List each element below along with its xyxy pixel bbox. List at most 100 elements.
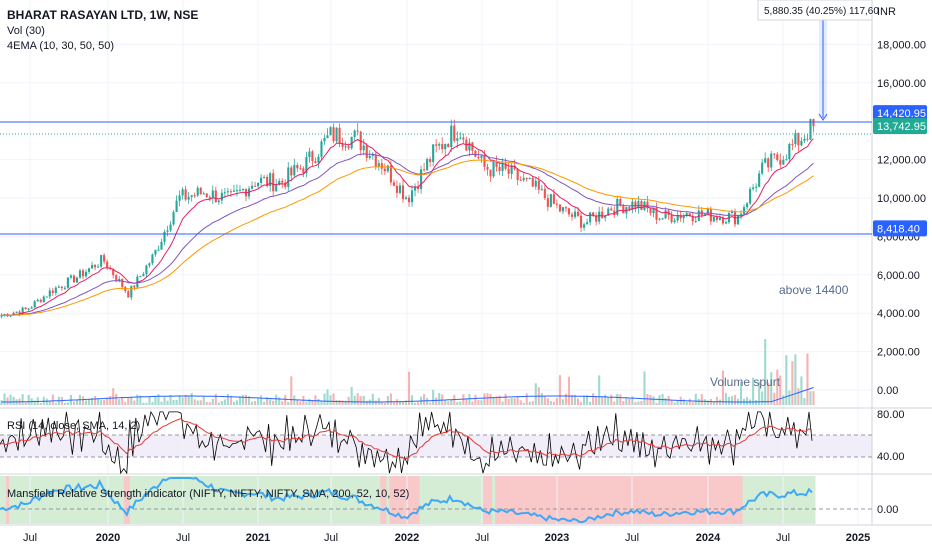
candle-body (269, 173, 272, 186)
rs-bg-segment (374, 476, 378, 524)
volume-bars (0, 339, 815, 405)
rs-bg-segment (639, 476, 644, 524)
price-badge-label: 13,742.95 (877, 121, 926, 133)
volume-bar (758, 381, 761, 405)
rs-bg-segment (141, 476, 146, 524)
rs-bg-segment (398, 476, 402, 524)
volume-bar (94, 396, 97, 405)
candle-body (145, 265, 148, 275)
volume-bar (694, 393, 697, 405)
volume-bar (776, 369, 779, 405)
candle-body (736, 215, 740, 225)
candle-body (543, 188, 546, 199)
rs-bg-segment (410, 476, 415, 524)
candle-body (447, 143, 450, 148)
mansfield-legend[interactable]: Mansfield Relative Strength indicator (N… (7, 488, 409, 500)
rs-bg-segment (636, 476, 641, 524)
volume-bar (495, 396, 498, 405)
currency-label[interactable]: INR (877, 6, 896, 18)
rs-bg-segment (153, 476, 158, 524)
rs-bg-segment (6, 476, 10, 524)
candle-body (266, 176, 269, 186)
rs-bg-segment (811, 476, 816, 524)
candle-body (429, 158, 432, 162)
rs-bg-segment (501, 476, 505, 524)
rs-bg-segment (132, 476, 137, 524)
candle-body (386, 165, 389, 172)
volume-bar (450, 399, 453, 405)
rs-bg-segment (419, 476, 424, 524)
volume-bar (700, 394, 703, 405)
rs-bg-segment (313, 476, 318, 524)
rs-bg-segment (301, 476, 306, 524)
volume-bar (308, 398, 311, 405)
volume-bar (504, 393, 507, 405)
price-axis[interactable]: 18,000.0016,000.0012,000.0010,000.008,00… (877, 39, 926, 397)
rsi-legend[interactable]: RSI (14, close, SMA, 14, 2) (7, 420, 140, 432)
volume-bar (589, 401, 592, 405)
candle-body (341, 143, 344, 147)
volume-legend[interactable]: Vol (30) (7, 25, 45, 37)
rs-bg-segment (322, 476, 327, 524)
volume-bar (809, 391, 812, 405)
volume-annotation[interactable]: Volume spurt (710, 375, 781, 389)
volume-bar (223, 399, 226, 405)
rs-bg-segment (745, 476, 750, 524)
candle-body (39, 299, 42, 303)
candle-body (238, 189, 242, 191)
rs-bg-segment (718, 476, 722, 524)
volume-bar (311, 400, 314, 405)
rs-bg-segment (129, 476, 134, 524)
volume-bar (356, 393, 359, 405)
volume-ma-line (1, 387, 814, 403)
volume-bar (398, 400, 402, 405)
candle-body (181, 189, 184, 196)
volume-bar (516, 397, 519, 405)
candle-body (797, 132, 800, 146)
volume-bar (241, 395, 245, 405)
rs-bg-segment (84, 476, 89, 524)
rs-bg-segment (470, 476, 475, 524)
rs-bg-segment (105, 476, 110, 524)
candle-body (438, 144, 441, 146)
volume-bar (380, 402, 383, 405)
rs-bg-segment (241, 476, 245, 524)
candle-body (423, 169, 426, 171)
symbol-title[interactable]: BHARAT RASAYAN LTD, 1W, NSE (7, 8, 198, 22)
candle-body (57, 286, 60, 288)
volume-bar (196, 400, 199, 405)
rs-bg-segment (187, 476, 191, 524)
candle-body (389, 165, 392, 183)
rs-bg-segment (295, 476, 300, 524)
volume-bar (752, 377, 755, 405)
candle-body (199, 187, 202, 194)
volume-bar (160, 401, 163, 405)
volume-bar (290, 376, 293, 405)
candle-body (564, 207, 568, 209)
candle-body (63, 287, 66, 289)
volume-bar (483, 393, 486, 405)
breakout-annotation[interactable]: above 14400 (779, 283, 849, 297)
rs-bg-segment (670, 476, 674, 524)
rs-bg-segment (341, 476, 345, 524)
rs-bg-segment (784, 476, 789, 524)
volume-bar (127, 397, 130, 405)
ema-legend[interactable]: 4EMA (10, 30, 50, 50) (7, 40, 114, 52)
rs-bg-segment (386, 476, 390, 524)
volume-bar (407, 371, 411, 405)
rs-bg-segment (42, 476, 46, 524)
candle-body (329, 127, 332, 136)
volume-bar (166, 400, 169, 405)
rs-bg-segment (69, 476, 73, 524)
rs-bg-segment (730, 476, 734, 524)
candle-body (453, 125, 456, 141)
ema-line (1, 153, 814, 316)
candle-body (205, 193, 208, 198)
candle-body (432, 144, 435, 162)
volume-bar (498, 395, 501, 405)
volume-bar (586, 395, 589, 405)
time-axis[interactable]: Jul 2020 Jul 2021 Jul 2022 Jul 2023 Jul 2024 Jul 20… (23, 532, 870, 544)
ema-line (1, 159, 814, 316)
